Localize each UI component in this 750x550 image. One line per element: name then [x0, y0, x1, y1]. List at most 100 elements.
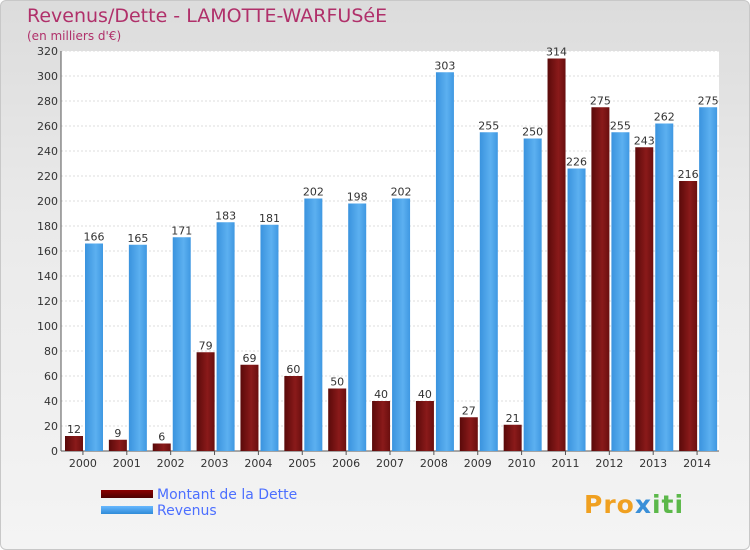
x-tick-label: 2007 [376, 457, 404, 470]
bar-debt [503, 424, 522, 451]
chart-title: Revenus/Dette - LAMOTTE-WARFUSéE [27, 5, 388, 27]
bar-revenue [523, 138, 542, 451]
data-label-debt: 275 [590, 94, 611, 107]
bar-debt [152, 443, 171, 451]
bar-debt [240, 364, 259, 451]
y-tick-label: 180 [37, 220, 58, 233]
y-tick-label: 140 [37, 270, 58, 283]
data-label-debt: 216 [678, 168, 699, 181]
data-label-debt: 243 [634, 134, 655, 147]
bar-debt [284, 376, 303, 451]
y-tick-label: 120 [37, 295, 58, 308]
data-label-debt: 6 [158, 431, 165, 444]
data-label-debt: 314 [546, 46, 567, 59]
data-label-revenue: 166 [84, 231, 105, 244]
y-tick-label: 240 [37, 145, 58, 158]
y-tick-label: 80 [44, 345, 58, 358]
logo-text-3: iti [651, 490, 685, 519]
y-tick-label: 60 [44, 370, 58, 383]
x-tick-label: 2003 [201, 457, 229, 470]
bar-debt [415, 401, 434, 451]
x-tick-label: 2012 [595, 457, 623, 470]
bar-revenue [216, 222, 235, 451]
bar-debt [635, 147, 654, 451]
logo-text-1: Pro [584, 490, 635, 519]
legend-label-revenue: Revenus [157, 503, 217, 519]
x-tick-label: 2010 [508, 457, 536, 470]
x-tick-label: 2009 [464, 457, 492, 470]
legend-swatch-debt [101, 490, 153, 498]
x-tick-label: 2001 [113, 457, 141, 470]
y-tick-label: 40 [44, 395, 58, 408]
bar-debt [547, 58, 566, 451]
legend-swatch-revenue [101, 506, 153, 514]
chart-subtitle: (en milliers d'€) [27, 29, 122, 43]
legend-label-debt: Montant de la Dette [157, 487, 298, 503]
data-label-revenue: 171 [171, 224, 192, 237]
x-tick-label: 2005 [288, 457, 316, 470]
bar-revenue [567, 168, 586, 451]
x-tick-label: 2002 [157, 457, 185, 470]
bar-debt [679, 181, 698, 451]
proxiti-logo: Proxiti [584, 490, 684, 519]
data-label-revenue: 165 [127, 232, 148, 245]
bar-debt [591, 107, 610, 451]
bar-debt [459, 417, 478, 451]
data-label-revenue: 226 [566, 156, 587, 169]
y-tick-label: 0 [51, 445, 58, 458]
data-label-debt: 50 [330, 376, 344, 389]
data-label-debt: 21 [506, 412, 520, 425]
bar-debt [372, 401, 391, 451]
data-label-revenue: 275 [698, 94, 719, 107]
data-label-debt: 40 [374, 388, 388, 401]
x-tick-label: 2013 [639, 457, 667, 470]
data-label-debt: 27 [462, 404, 476, 417]
bar-revenue [172, 237, 191, 451]
bar-revenue [699, 107, 718, 451]
y-tick-label: 260 [37, 120, 58, 133]
data-label-revenue: 255 [610, 119, 631, 132]
bar-revenue [128, 244, 147, 451]
logo-text-2: x [634, 490, 652, 519]
x-tick-label: 2000 [69, 457, 97, 470]
bar-revenue [655, 123, 674, 451]
y-tick-label: 200 [37, 195, 58, 208]
bar-debt [65, 436, 83, 451]
bar-revenue [348, 203, 367, 451]
data-label-revenue: 202 [303, 186, 324, 199]
x-tick-label: 2006 [332, 457, 360, 470]
data-label-revenue: 181 [259, 212, 280, 225]
y-tick-label: 300 [37, 70, 58, 83]
bar-revenue [85, 243, 103, 451]
data-label-debt: 9 [114, 427, 121, 440]
x-tick-label: 2014 [683, 457, 711, 470]
x-tick-label: 2011 [551, 457, 579, 470]
bar-revenue [260, 224, 279, 451]
y-tick-label: 160 [37, 245, 58, 258]
data-label-revenue: 255 [478, 119, 499, 132]
bar-debt [108, 439, 127, 451]
bar-revenue [304, 198, 323, 451]
y-tick-label: 100 [37, 320, 58, 333]
data-label-revenue: 202 [391, 186, 412, 199]
x-tick-label: 2008 [420, 457, 448, 470]
data-label-debt: 69 [242, 352, 256, 365]
bar-revenue [479, 132, 498, 451]
data-label-debt: 60 [286, 363, 300, 376]
y-tick-label: 220 [37, 170, 58, 183]
data-label-debt: 40 [418, 388, 432, 401]
y-tick-label: 20 [44, 420, 58, 433]
data-label-revenue: 262 [654, 111, 675, 124]
x-tick-label: 2004 [244, 457, 272, 470]
bar-revenue [435, 72, 454, 451]
data-label-debt: 79 [199, 339, 213, 352]
data-label-revenue: 303 [434, 59, 455, 72]
bar-debt [196, 352, 215, 451]
y-tick-label: 280 [37, 95, 58, 108]
data-label-revenue: 250 [522, 126, 543, 139]
data-label-debt: 12 [67, 423, 81, 436]
data-label-revenue: 183 [215, 209, 236, 222]
bar-debt [328, 388, 347, 451]
